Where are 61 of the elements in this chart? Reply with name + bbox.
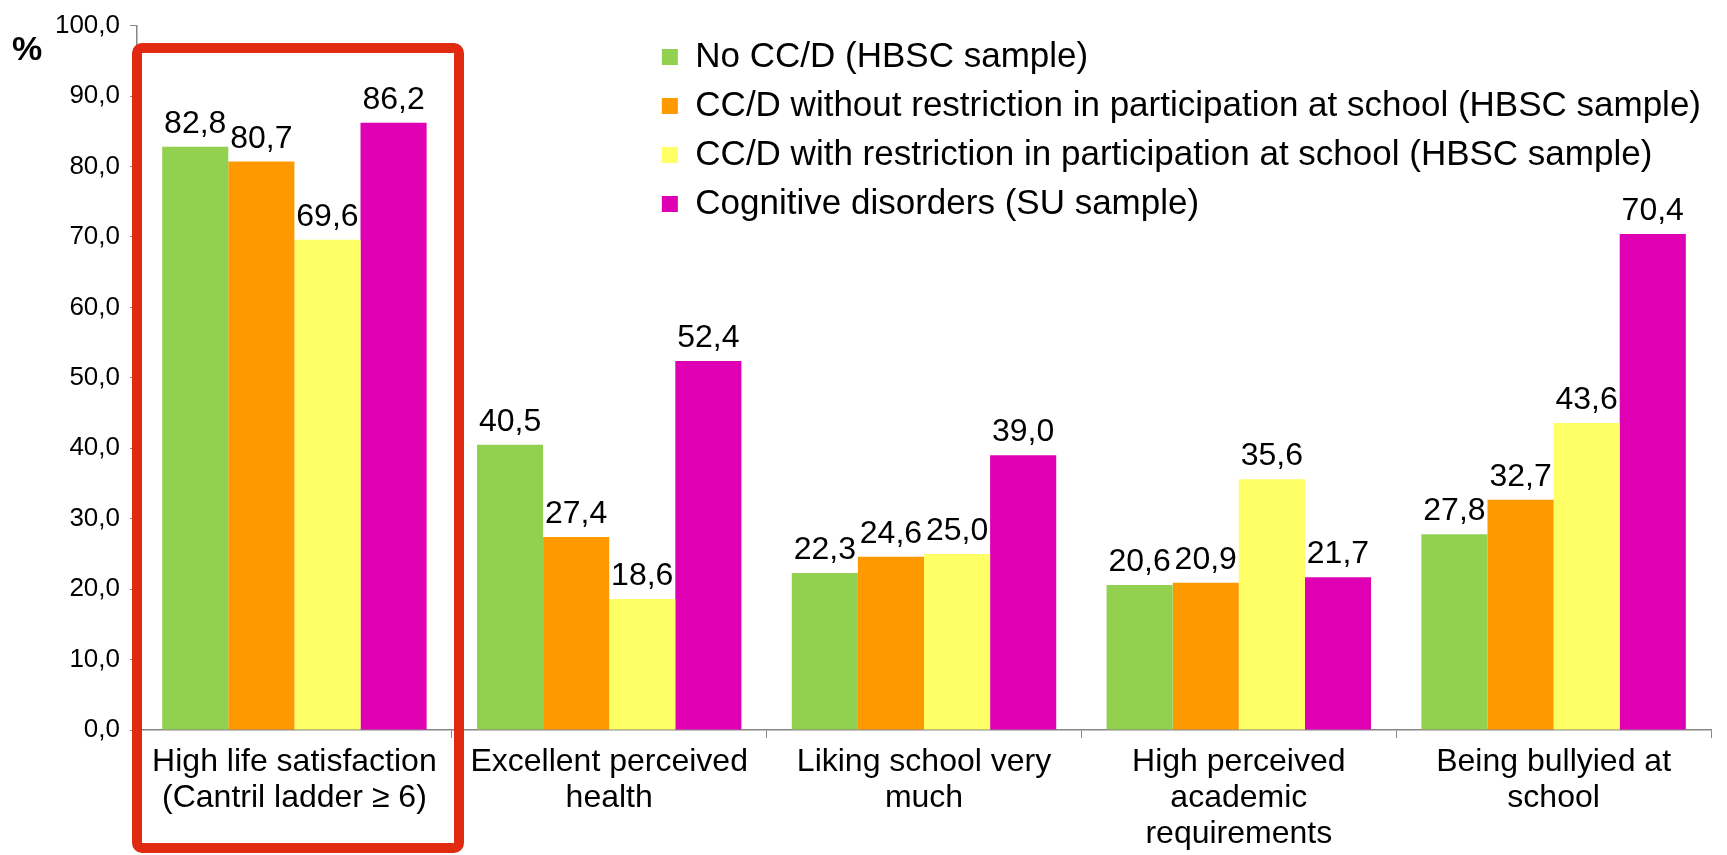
data-label: 43,6 xyxy=(1555,379,1618,416)
data-label: 35,6 xyxy=(1240,436,1303,473)
data-label: 70,4 xyxy=(1621,191,1684,228)
bar xyxy=(990,455,1057,730)
data-label: 52,4 xyxy=(677,317,740,354)
bar xyxy=(1553,422,1620,730)
data-label: 24,6 xyxy=(859,513,923,550)
y-tick-label: 10,0 xyxy=(69,642,120,673)
x-tick-label: High perceived academic requirements xyxy=(1132,741,1346,851)
bar xyxy=(1421,534,1488,730)
x-tick-label: Excellent perceived health xyxy=(470,741,748,815)
legend-label: CC/D with restriction in participation at school (HBSC sample) xyxy=(695,132,1653,172)
bar xyxy=(543,536,610,730)
bar xyxy=(791,572,858,730)
data-label: 80,7 xyxy=(230,118,293,155)
y-axis-title: % xyxy=(12,28,43,67)
y-tick-label: 100,0 xyxy=(54,8,120,39)
bar xyxy=(857,556,924,730)
bar xyxy=(924,553,991,730)
bar xyxy=(1487,499,1554,730)
bar xyxy=(675,360,742,730)
x-tick-label: Being bullyied at school xyxy=(1436,741,1672,815)
data-label: 25,0 xyxy=(925,510,989,547)
y-tick-label: 60,0 xyxy=(69,290,120,321)
y-tick-label: 50,0 xyxy=(69,360,120,391)
bar xyxy=(360,122,427,730)
data-label: 20,9 xyxy=(1174,539,1237,576)
bar xyxy=(1238,479,1305,730)
bar xyxy=(162,146,229,730)
data-label: 39,0 xyxy=(992,412,1055,449)
data-label: 21,7 xyxy=(1306,534,1370,571)
data-label: 27,8 xyxy=(1423,491,1486,528)
legend-label: Cognitive disorders (SU sample) xyxy=(695,181,1200,221)
y-tick-label: 40,0 xyxy=(69,431,120,462)
data-label: 20,6 xyxy=(1108,541,1171,578)
legend-label: CC/D without restriction in participation at school (HBSC sample) xyxy=(695,83,1701,123)
bar xyxy=(1106,584,1173,730)
bar xyxy=(1172,582,1239,730)
y-tick-label: 90,0 xyxy=(69,79,120,110)
y-tick-label: 20,0 xyxy=(69,572,120,603)
bar xyxy=(609,598,676,730)
bar xyxy=(1304,577,1372,730)
data-label: 69,6 xyxy=(296,196,359,233)
x-tick-label: Liking school very much xyxy=(796,741,1052,815)
y-tick-label: 30,0 xyxy=(69,501,120,532)
y-tick-label: 70,0 xyxy=(69,220,120,251)
bar xyxy=(228,161,295,730)
bar xyxy=(1619,234,1686,730)
bar xyxy=(294,239,361,730)
x-tick-label: High life satisfaction (Cantril ladder ≥ 6) xyxy=(152,741,437,815)
y-tick-label: 0,0 xyxy=(83,713,120,744)
data-label: 82,8 xyxy=(164,103,227,140)
data-label: 86,2 xyxy=(362,79,425,116)
data-label: 32,7 xyxy=(1489,456,1552,493)
data-label: 18,6 xyxy=(611,555,674,592)
data-label: 22,3 xyxy=(793,529,856,566)
legend-label: No CC/D (HBSC sample) xyxy=(695,34,1089,74)
data-label: 40,5 xyxy=(478,401,542,438)
data-label: 27,4 xyxy=(545,493,608,530)
y-tick-label: 80,0 xyxy=(69,149,120,180)
bar xyxy=(476,444,544,730)
